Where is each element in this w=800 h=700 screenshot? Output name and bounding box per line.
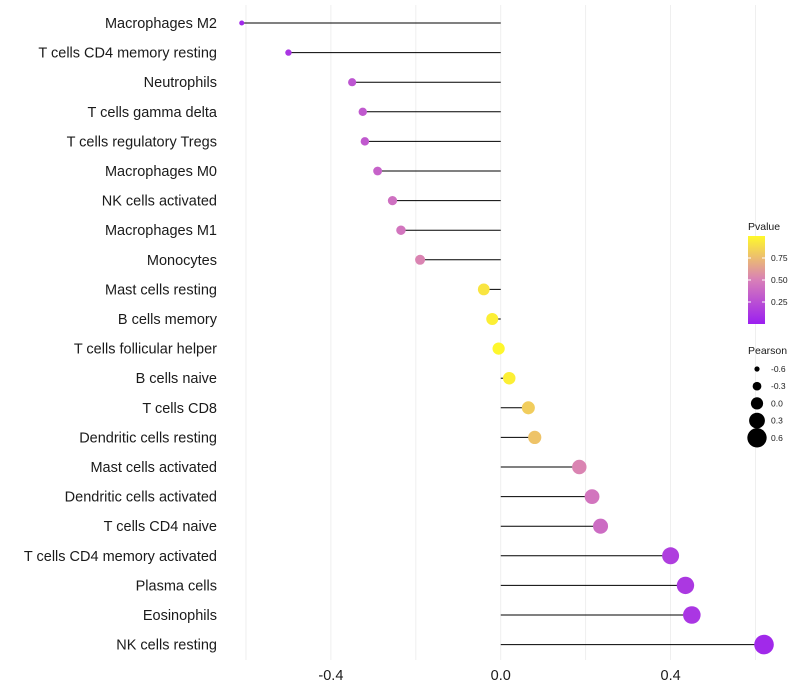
lollipop-dot <box>502 371 516 385</box>
category-label: Macrophages M0 <box>105 164 217 180</box>
lollipop-dot <box>360 137 370 146</box>
category-label: T cells CD4 memory activated <box>24 549 217 565</box>
category-label: T cells CD4 naive <box>104 519 217 535</box>
legend-pearson-label: 0.3 <box>771 416 783 426</box>
category-label: T cells follicular helper <box>74 342 217 358</box>
legend-pearson-dot <box>749 412 765 429</box>
lollipop-dot <box>754 634 774 655</box>
category-label: NK cells activated <box>102 194 217 210</box>
category-label: Dendritic cells resting <box>79 430 217 446</box>
legend-pearson-title: Pearson <box>748 345 787 357</box>
lollipop-dot <box>477 283 490 296</box>
category-label: Neutrophils <box>144 75 217 91</box>
lollipop-dot <box>572 459 587 475</box>
lollipop-dot <box>492 342 505 355</box>
legend-pvalue-colorbar <box>748 236 765 324</box>
legend-pearson-label: 0.6 <box>771 433 783 443</box>
legend-pearson-label: 0.0 <box>771 398 783 408</box>
category-label: T cells regulatory Tregs <box>67 134 217 150</box>
lollipop-dot <box>593 518 609 534</box>
legend-pearson-dot <box>752 381 762 391</box>
legend-pearson-dot <box>747 428 767 448</box>
category-label: T cells gamma delta <box>88 105 218 121</box>
x-tick-label: -0.4 <box>318 668 343 684</box>
lollipop-dot <box>373 166 383 176</box>
lollipop-dot <box>358 107 367 117</box>
category-label: Dendritic cells activated <box>65 490 217 506</box>
legend-pvalue-tick-label: 0.25 <box>771 297 788 307</box>
lollipop-dot <box>528 430 542 445</box>
lollipop-dot <box>584 489 600 504</box>
category-label: Macrophages M1 <box>105 223 217 239</box>
legend-pearson-dot <box>750 397 764 410</box>
lollipop-dot <box>415 254 426 265</box>
category-label: Mast cells resting <box>105 282 217 298</box>
legend-pvalue-tick-label: 0.50 <box>771 275 788 285</box>
x-tick-label: 0.0 <box>491 668 511 684</box>
lollipop-dot <box>285 49 292 56</box>
category-label: Plasma cells <box>136 578 217 594</box>
category-label: T cells CD8 <box>142 401 217 417</box>
x-tick-label: 0.4 <box>661 668 681 684</box>
category-label: B cells memory <box>118 312 218 328</box>
category-label: Macrophages M2 <box>105 16 217 32</box>
legend-pearson-dot <box>754 366 760 372</box>
lollipop-dot <box>396 225 406 235</box>
category-label: Eosinophils <box>143 608 217 624</box>
lollipop-dot <box>676 576 695 595</box>
category-label: Monocytes <box>147 253 217 269</box>
lollipop-dot <box>387 195 398 206</box>
lollipop-dot <box>486 312 499 326</box>
lollipop-dot <box>239 20 245 26</box>
lollipop-dot <box>521 401 535 415</box>
lollipop-dot <box>662 547 680 565</box>
category-label: NK cells resting <box>116 638 217 654</box>
legend-pearson-label: -0.3 <box>771 381 786 391</box>
category-label: Mast cells activated <box>90 460 217 476</box>
legend-pvalue-title: Pvalue <box>748 221 780 233</box>
lollipop-dot <box>683 606 701 624</box>
legend-pvalue-tick-label: 0.75 <box>771 253 788 263</box>
lollipop-dot <box>348 78 357 87</box>
category-label: T cells CD4 memory resting <box>38 46 217 62</box>
legend-pearson-label: -0.6 <box>771 364 786 374</box>
category-label: B cells naive <box>136 371 217 387</box>
